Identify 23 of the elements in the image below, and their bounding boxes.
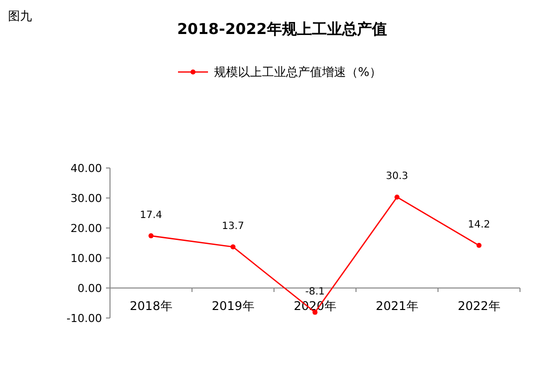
data-label: 30.3 (386, 171, 408, 182)
x-tick-label: 2019年 (212, 299, 254, 313)
x-tick-label: 2021年 (376, 299, 418, 313)
y-tick-label: 40.00 (70, 162, 102, 175)
chart-title: 2018-2022年规上工业总产值 (177, 20, 387, 38)
y-tick-label: 10.00 (70, 252, 102, 265)
data-label: -8.1 (305, 286, 325, 298)
legend-label: 规模以上工业总产值增速（%） (214, 65, 382, 79)
y-tick-label: 30.00 (70, 192, 102, 205)
point (476, 242, 482, 248)
data-label: 14.2 (468, 219, 490, 230)
y-tick-label: -10.00 (66, 312, 102, 325)
x-tick-label: 2018年 (130, 299, 172, 313)
legend: 规模以上工业总产值增速（%） (178, 65, 382, 79)
point (230, 244, 236, 250)
data-label: 17.4 (140, 210, 162, 221)
data-label: 13.7 (222, 220, 244, 232)
x-tick-label: 2022年 (458, 299, 500, 313)
y-tick-label: 0.00 (78, 282, 102, 295)
y-tick-label: 20.00 (70, 222, 102, 235)
point (148, 233, 154, 238)
point (394, 194, 400, 200)
text: 图九 (8, 9, 32, 23)
